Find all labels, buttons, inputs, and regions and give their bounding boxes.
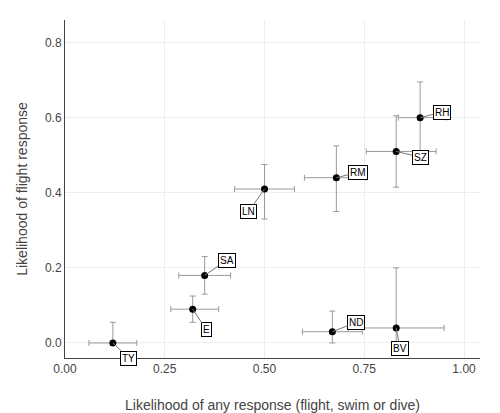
svg-text:Likelihood of any response (fl: Likelihood of any response (flight, swim… bbox=[125, 397, 420, 413]
svg-text:BV: BV bbox=[393, 343, 407, 354]
svg-text:E: E bbox=[203, 324, 210, 335]
svg-text:0.6: 0.6 bbox=[45, 111, 62, 125]
svg-text:SA: SA bbox=[220, 255, 234, 266]
svg-text:SZ: SZ bbox=[414, 152, 427, 163]
svg-text:LN: LN bbox=[242, 206, 255, 217]
svg-text:RM: RM bbox=[350, 167, 366, 178]
svg-text:1.00: 1.00 bbox=[452, 362, 476, 376]
svg-text:Likelihood of flight response: Likelihood of flight response bbox=[14, 102, 30, 276]
svg-text:TY: TY bbox=[122, 353, 135, 364]
svg-text:0.8: 0.8 bbox=[45, 36, 62, 50]
svg-text:ND: ND bbox=[349, 317, 363, 328]
svg-text:0.00: 0.00 bbox=[53, 362, 77, 376]
svg-text:0.4: 0.4 bbox=[45, 186, 62, 200]
svg-text:RH: RH bbox=[435, 107, 449, 118]
svg-text:0.75: 0.75 bbox=[353, 362, 377, 376]
svg-text:0.25: 0.25 bbox=[153, 362, 177, 376]
svg-text:0.50: 0.50 bbox=[253, 362, 277, 376]
svg-text:0.0: 0.0 bbox=[45, 336, 62, 350]
svg-text:0.2: 0.2 bbox=[45, 261, 62, 275]
